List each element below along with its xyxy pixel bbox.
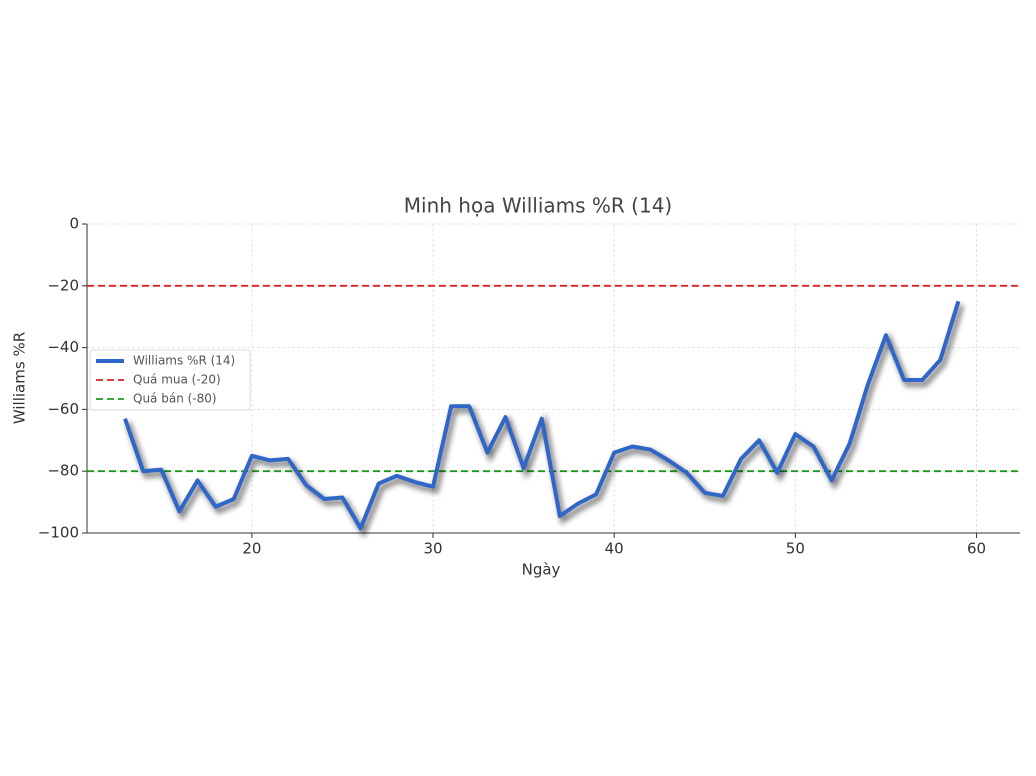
- line-series: [123, 300, 961, 531]
- y-tick-label: −40: [47, 338, 79, 356]
- x-tick-label: 20: [242, 540, 261, 558]
- legend-label: Quá bán (-80): [133, 392, 217, 406]
- x-tick-label: 30: [423, 540, 442, 558]
- legend-box: [89, 349, 251, 411]
- chart-title: Minh họa Williams %R (14): [404, 194, 672, 218]
- y-tick-label: −20: [47, 276, 79, 294]
- legend-label: Quá mua (-20): [133, 373, 221, 387]
- y-tick-label: 0: [69, 215, 79, 233]
- x-tick-label: 50: [786, 540, 805, 558]
- y-tick-label: −60: [47, 400, 79, 418]
- y-axis-label: Williams %R: [11, 332, 29, 424]
- y-tick-label: −100: [38, 524, 79, 542]
- y-tick-label: −80: [47, 462, 79, 480]
- legend-label: Williams %R (14): [133, 354, 235, 368]
- x-axis-label: Ngày: [522, 561, 561, 579]
- x-tick-label: 60: [967, 540, 986, 558]
- x-tick-label: 40: [605, 540, 624, 558]
